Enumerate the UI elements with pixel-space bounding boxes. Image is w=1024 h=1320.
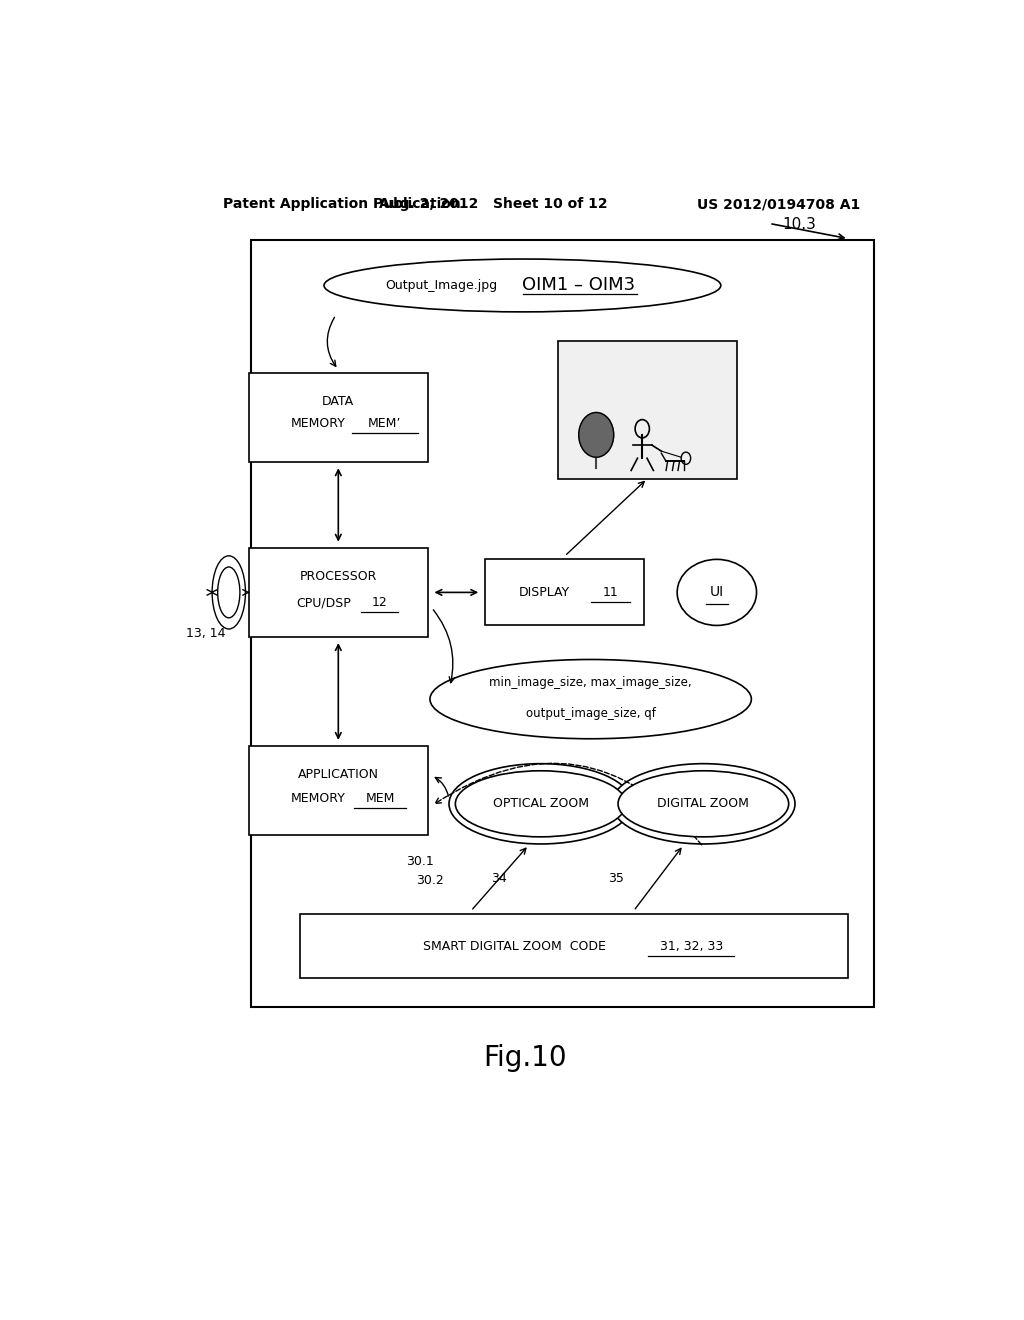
Text: 31, 32, 33: 31, 32, 33 <box>659 940 723 953</box>
Ellipse shape <box>430 660 752 739</box>
Ellipse shape <box>449 764 633 843</box>
Text: 34: 34 <box>492 871 507 884</box>
Ellipse shape <box>456 771 626 837</box>
Text: OIM1 – OIM3: OIM1 – OIM3 <box>522 276 635 294</box>
FancyBboxPatch shape <box>249 548 428 638</box>
Text: MEMORY: MEMORY <box>291 417 346 430</box>
Text: APPLICATION: APPLICATION <box>298 768 379 781</box>
Ellipse shape <box>218 568 240 618</box>
FancyBboxPatch shape <box>558 342 736 479</box>
Text: PROCESSOR: PROCESSOR <box>300 570 377 582</box>
Text: DISPLAY: DISPLAY <box>519 586 570 599</box>
Ellipse shape <box>212 556 246 630</box>
Text: Output_Image.jpg: Output_Image.jpg <box>385 279 498 292</box>
Text: Patent Application Publication: Patent Application Publication <box>223 197 461 211</box>
FancyBboxPatch shape <box>249 746 428 836</box>
Text: UI: UI <box>710 585 724 599</box>
FancyBboxPatch shape <box>251 240 874 1007</box>
Text: MEMORY: MEMORY <box>291 792 346 805</box>
Text: 30.2: 30.2 <box>416 874 443 887</box>
Text: OPTICAL ZOOM: OPTICAL ZOOM <box>493 797 589 810</box>
Text: DATA: DATA <box>323 395 354 408</box>
Text: MEM’: MEM’ <box>368 417 401 430</box>
Ellipse shape <box>618 771 788 837</box>
Text: 11: 11 <box>603 586 618 599</box>
Text: CPU/DSP: CPU/DSP <box>297 597 351 609</box>
FancyBboxPatch shape <box>249 372 428 462</box>
Ellipse shape <box>611 764 795 843</box>
Text: Aug. 2, 2012   Sheet 10 of 12: Aug. 2, 2012 Sheet 10 of 12 <box>379 197 607 211</box>
Text: Fig.10: Fig.10 <box>483 1044 566 1072</box>
Text: MEM: MEM <box>366 792 395 805</box>
Text: output_image_size, qf: output_image_size, qf <box>525 706 655 719</box>
Ellipse shape <box>324 259 721 312</box>
Text: 10.3: 10.3 <box>782 216 816 232</box>
Text: US 2012/0194708 A1: US 2012/0194708 A1 <box>697 197 860 211</box>
Text: min_image_size, max_image_size,: min_image_size, max_image_size, <box>489 676 692 689</box>
Text: DIGITAL ZOOM: DIGITAL ZOOM <box>657 797 750 810</box>
Text: SMART DIGITAL ZOOM  CODE: SMART DIGITAL ZOOM CODE <box>423 940 606 953</box>
Text: 12: 12 <box>372 597 387 609</box>
Text: 30.1: 30.1 <box>407 855 434 869</box>
FancyBboxPatch shape <box>485 560 644 626</box>
Text: 13, 14: 13, 14 <box>186 627 225 640</box>
FancyBboxPatch shape <box>300 913 848 978</box>
Circle shape <box>579 412 613 457</box>
Ellipse shape <box>677 560 757 626</box>
Text: 35: 35 <box>608 871 624 884</box>
